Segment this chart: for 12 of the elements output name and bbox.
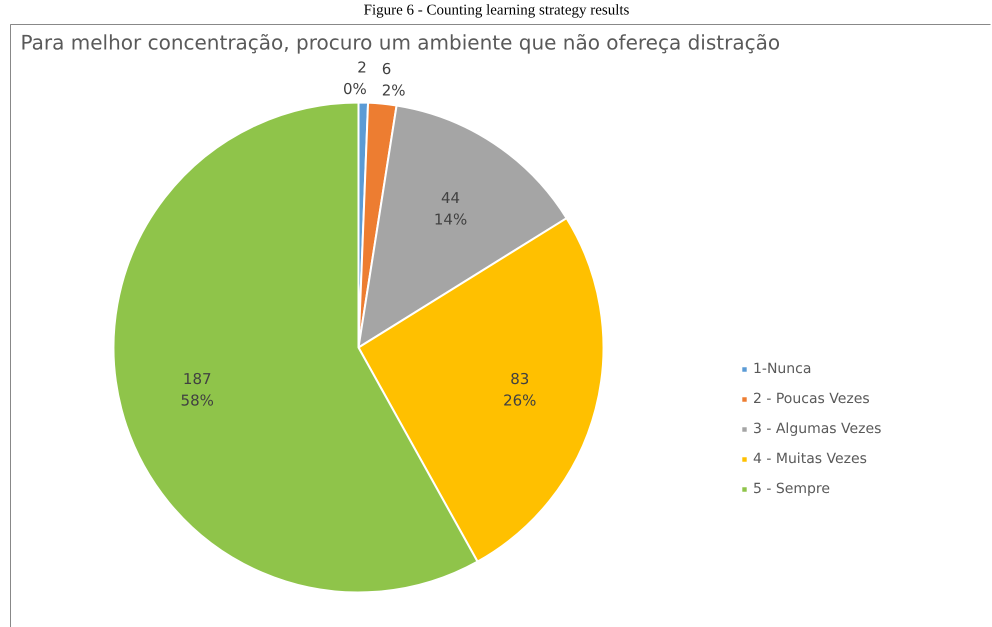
legend-label: 1-Nunca — [753, 361, 812, 377]
legend-label: 5 - Sempre — [753, 481, 830, 497]
data-label: 44 14% — [434, 189, 468, 229]
data-label: 6 2% — [382, 60, 406, 100]
data-label: 187 58% — [180, 370, 214, 410]
legend-label: 3 - Algumas Vezes — [753, 421, 882, 437]
legend-label: 4 - Muitas Vezes — [753, 451, 867, 467]
data-label: 83 26% — [503, 370, 536, 410]
data-label: 2 0% — [342, 58, 367, 98]
chart-title: Para melhor concentração, procuro um ambiente que não ofereça distração — [20, 30, 780, 54]
legend-label: 2 - Poucas Vezes — [753, 391, 870, 407]
caption: Figure 6 - Counting learning strategy results — [364, 2, 630, 18]
